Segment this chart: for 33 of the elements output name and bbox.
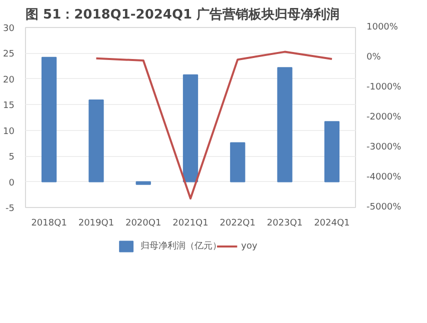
bar — [88, 100, 104, 182]
y-tick-label: 25 — [3, 50, 14, 60]
y2-tick-label: -4000% — [366, 172, 402, 182]
y2-tick-label: -5000% — [366, 202, 402, 212]
y-tick-label: 0 — [8, 178, 15, 188]
x-tick-label: 2022Q1 — [220, 218, 256, 228]
x-tick-label: 2020Q1 — [126, 218, 162, 228]
y-tick-label: -5 — [6, 204, 15, 214]
bar — [136, 181, 151, 185]
x-tick-label: 2018Q1 — [31, 218, 67, 228]
y-tick-label: 10 — [3, 126, 15, 137]
line-series — [95, 50, 333, 200]
x-tick-label: 2024Q1 — [314, 218, 350, 228]
y-tick-label: 20 — [3, 75, 15, 86]
x-tick-label: 2021Q1 — [172, 218, 208, 228]
x-tick-label: 2023Q1 — [266, 218, 303, 228]
y2-tick-label: -2000% — [366, 112, 402, 122]
y2-tick-label: 1000% — [366, 22, 398, 32]
bar — [42, 56, 57, 182]
x-tick-label: 2019Q1 — [78, 218, 114, 228]
y-tick-label: 5 — [8, 152, 15, 163]
legend-label: yoy — [241, 242, 258, 252]
legend-label: 归母净利润（亿元） — [140, 240, 222, 252]
y2-tick-label: 0% — [366, 52, 382, 62]
chart-title: 图 51：2018Q1-2024Q1 广告营销板块归母净利润 — [26, 6, 340, 22]
y2-tick-label: -3000% — [366, 142, 402, 152]
y-tick-label: 30 — [3, 24, 15, 34]
y-tick-label: 15 — [3, 101, 14, 112]
bar — [277, 67, 292, 182]
bar — [182, 74, 198, 182]
y2-tick-label: -1000% — [366, 82, 402, 92]
bar — [230, 142, 246, 182]
bar — [324, 121, 340, 182]
